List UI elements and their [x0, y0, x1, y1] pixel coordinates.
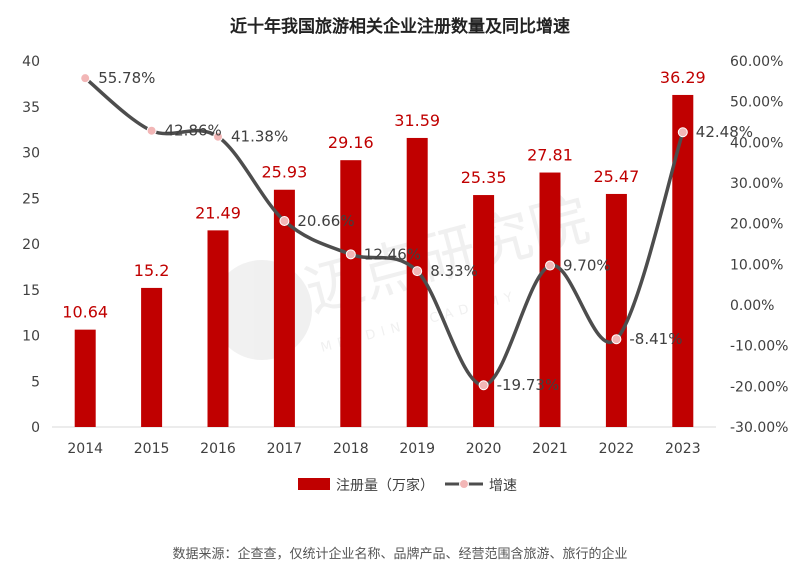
bar — [672, 94, 694, 427]
legend-line-marker — [459, 479, 469, 489]
bar-value-label: 10.64 — [62, 303, 108, 322]
line-marker — [146, 125, 157, 136]
line-value-label: 20.66% — [297, 212, 354, 230]
bar-value-label: 15.2 — [134, 261, 170, 280]
axes: 0 5 10 15 20 25 30 35 40 -30.00% -20.00% -10.00% 0.0… — [22, 54, 788, 457]
x-tick-label: 2022 — [599, 441, 635, 457]
y-right-tick-label: 40.00% — [730, 135, 783, 151]
bar-value-label: 25.35 — [461, 168, 507, 187]
y-left-tick-label: 10 — [22, 329, 40, 345]
line-series — [80, 73, 688, 391]
line-marker — [213, 131, 223, 142]
y-left-tick-label: 25 — [22, 191, 40, 207]
bar-value-label: 27.81 — [527, 146, 573, 165]
x-tick-label: 2019 — [399, 441, 435, 457]
line-marker — [279, 215, 290, 226]
bar — [605, 193, 627, 427]
bar — [207, 230, 229, 427]
bar — [74, 329, 96, 427]
y-right-tick-label: -30.00% — [730, 420, 788, 436]
line-value-label: 8.33% — [430, 262, 478, 280]
data-source: 数据来源：企查查，仅统计企业名称、品牌产品、经营范围含旅游、旅行的企业 — [172, 547, 628, 562]
x-tick-label: 2021 — [532, 441, 568, 457]
line-value-label: 12.46% — [364, 245, 421, 263]
bar — [141, 287, 163, 427]
y-left-tick-label: 20 — [22, 237, 40, 253]
x-tick-label: 2015 — [134, 441, 170, 457]
watermark: 迈点研究院 MEADIN ACADEMY — [212, 185, 596, 360]
bar-value-label: 25.47 — [593, 167, 639, 186]
legend: 注册量（万家） 增速 — [298, 477, 517, 494]
legend-line-label: 增速 — [489, 478, 517, 494]
data-labels: 10.64 15.2 21.49 25.93 29.16 31.59 25.35 27.81 2… — [62, 68, 753, 394]
line-value-label: -8.41% — [629, 330, 682, 348]
x-tick-label: 2020 — [466, 441, 502, 457]
bar-value-label: 36.29 — [660, 68, 706, 87]
bar — [340, 160, 362, 427]
x-tick-label: 2023 — [665, 441, 701, 457]
y-right-tick-label: 0.00% — [730, 298, 774, 314]
bar-value-label: 25.93 — [261, 163, 307, 182]
y-right-tick-label: 10.00% — [730, 257, 783, 273]
bar — [473, 195, 495, 427]
line-marker — [677, 127, 688, 138]
y-right-tick-label: 60.00% — [730, 54, 783, 70]
line-marker — [478, 380, 489, 391]
line-value-label: -19.73% — [497, 376, 560, 394]
chart-title: 近十年我国旅游相关企业注册数量及同比增速 — [230, 17, 570, 37]
bar — [406, 137, 428, 427]
line-value-label: 9.70% — [563, 257, 611, 275]
y-left-tick-label: 15 — [22, 283, 40, 299]
y-right-tick-label: -10.00% — [730, 339, 788, 355]
y-right-tick-label: -20.00% — [730, 379, 788, 395]
legend-bar-swatch — [298, 478, 330, 490]
y-left-tick-label: 40 — [22, 54, 40, 70]
line-marker — [611, 334, 622, 345]
bar-value-label: 21.49 — [195, 203, 241, 222]
x-tick-label: 2016 — [200, 441, 236, 457]
line-value-label: 42.86% — [165, 122, 222, 140]
y-left-tick-label: 30 — [22, 146, 40, 162]
line-value-label: 55.78% — [98, 69, 155, 87]
growth-line — [84, 76, 685, 387]
x-tick-label: 2018 — [333, 441, 369, 457]
line-value-label: 42.48% — [696, 123, 753, 141]
bar-value-label: 29.16 — [328, 133, 374, 152]
bar — [273, 189, 295, 427]
bar — [539, 172, 561, 427]
bar-value-label: 31.59 — [394, 111, 440, 130]
line-marker — [80, 73, 91, 84]
y-right-tick-label: 50.00% — [730, 95, 783, 111]
line-marker — [412, 266, 423, 277]
x-tick-label: 2014 — [67, 441, 103, 457]
y-left-tick-label: 0 — [31, 420, 40, 436]
y-right-tick-label: 30.00% — [730, 176, 783, 192]
line-marker — [545, 260, 555, 271]
legend-bar-label: 注册量（万家） — [336, 477, 434, 494]
y-left-tick-label: 35 — [22, 100, 40, 116]
bar-series — [74, 94, 694, 427]
x-tick-label: 2017 — [267, 441, 303, 457]
y-right-tick-label: 20.00% — [730, 217, 783, 233]
line-marker — [345, 249, 356, 260]
y-left-tick-label: 5 — [31, 374, 40, 390]
line-value-label: 41.38% — [231, 128, 288, 146]
